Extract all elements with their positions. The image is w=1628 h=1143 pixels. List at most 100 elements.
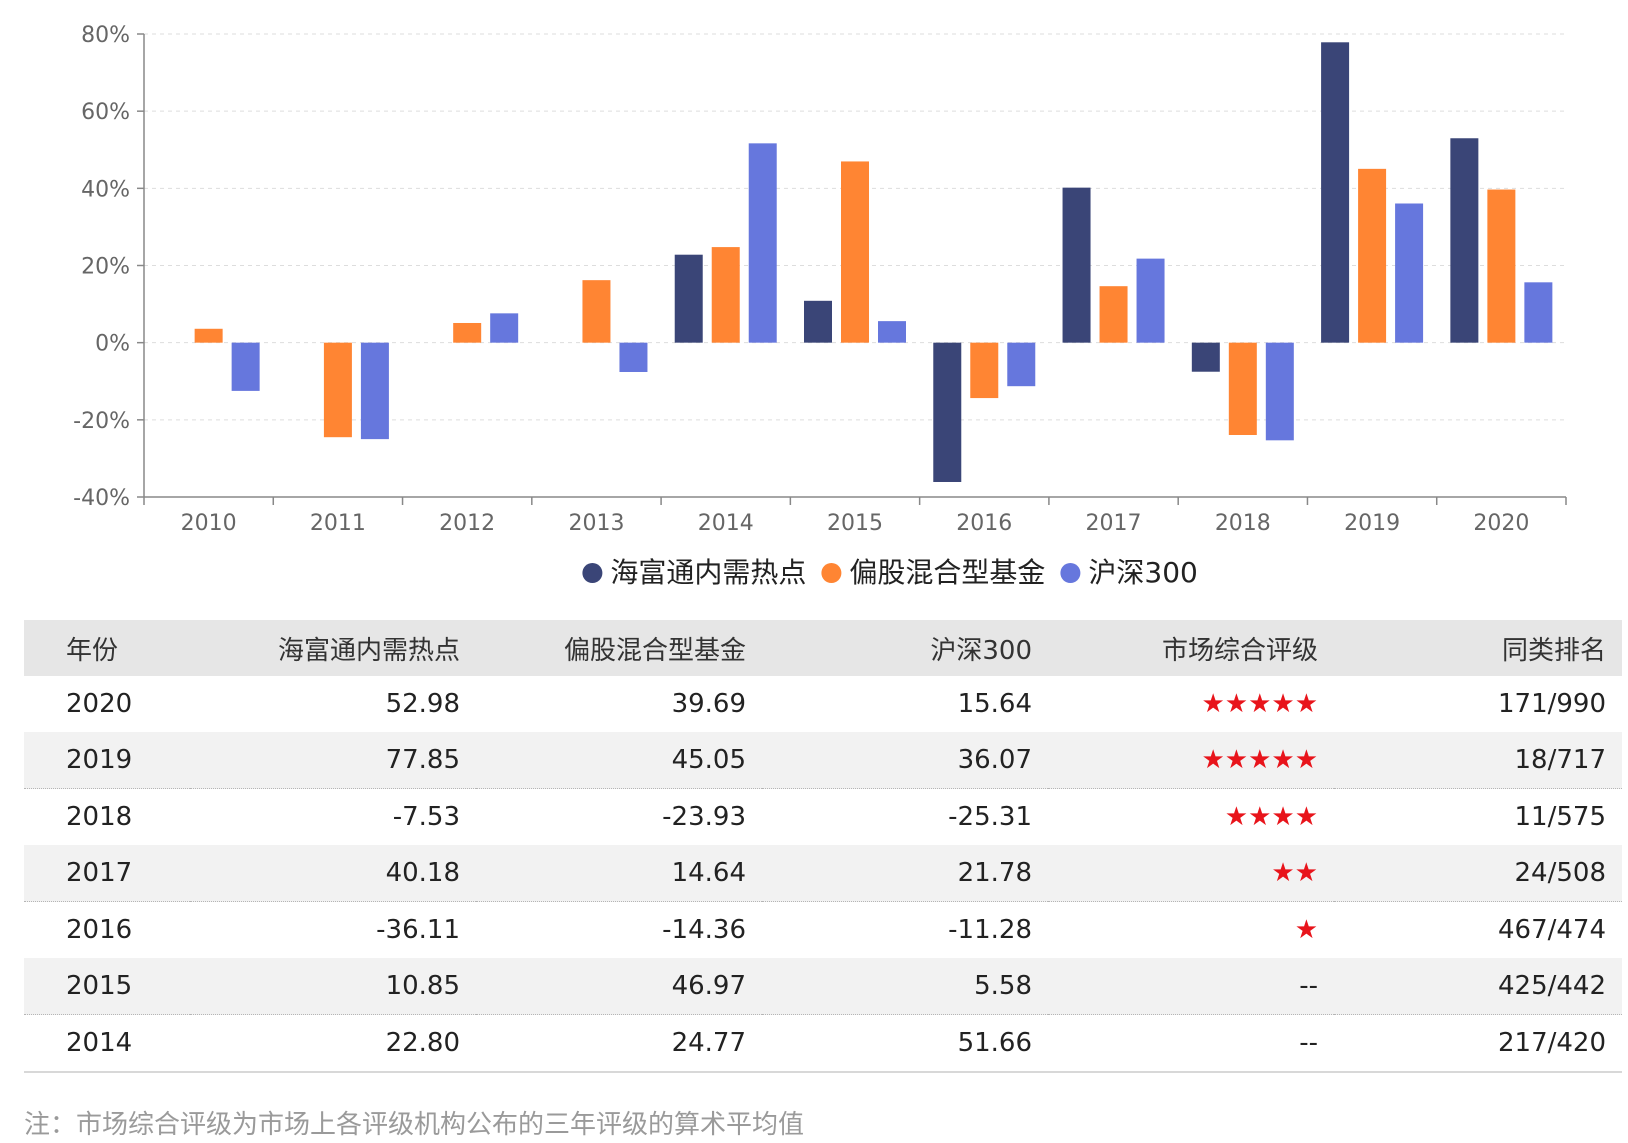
- cell-index: -11.28: [948, 915, 1032, 945]
- bar: [490, 313, 519, 343]
- legend-label: 沪深300: [1088, 556, 1197, 589]
- cell-year: 2017: [24, 845, 190, 902]
- bar: [360, 342, 389, 440]
- bar: [804, 300, 832, 343]
- x-tick-label: 2014: [698, 511, 754, 536]
- table-header: 年份 海富通内需热点 偏股混合型基金 沪深300 市场综合评级 同类排名: [24, 620, 1622, 676]
- header-rank: 同类排名: [1334, 620, 1622, 676]
- table-row: 2015 10.85 46.97 5.58 -- 425/442: [24, 958, 1622, 1015]
- cell-year: 2014: [24, 1014, 190, 1073]
- x-tick-label: 2018: [1215, 511, 1271, 536]
- x-tick-label: 2019: [1344, 511, 1400, 536]
- cell-rank: 425/442: [1334, 958, 1622, 1015]
- cell-rating: ★★★★★: [1201, 689, 1318, 719]
- cell-fund: 10.85: [190, 958, 476, 1015]
- bar: [1321, 42, 1350, 343]
- header-fund: 海富通内需热点: [190, 620, 476, 676]
- bar: [1450, 138, 1479, 343]
- cell-category-avg: 24.77: [476, 1014, 762, 1073]
- x-tick-label: 2013: [568, 511, 624, 536]
- bar: [1007, 342, 1036, 387]
- x-tick-label: 2010: [181, 511, 237, 536]
- bar: [1487, 189, 1516, 343]
- cell-rating: --: [1048, 1014, 1334, 1073]
- cell-index: 21.78: [762, 845, 1048, 902]
- cell-fund: 22.80: [190, 1014, 476, 1073]
- performance-table: 年份 海富通内需热点 偏股混合型基金 沪深300 市场综合评级 同类排名 202…: [24, 620, 1622, 1073]
- bar: [194, 328, 223, 343]
- axes: 80% 60% 40% 20% 0% -20% -40% 2010 2011 2012 2013 20…: [73, 23, 1567, 536]
- cell-rank: 171/990: [1497, 689, 1606, 719]
- x-tick-label: 2017: [1086, 511, 1142, 536]
- cell-rank: 11/575: [1514, 802, 1606, 832]
- cell-index: 15.64: [957, 689, 1032, 719]
- bar: [1191, 342, 1220, 372]
- cell-index: 5.58: [762, 958, 1048, 1015]
- bar: [1228, 342, 1257, 435]
- legend-marker: [582, 563, 603, 583]
- bar: [748, 143, 777, 343]
- legend-label: 海富通内需热点: [610, 556, 806, 589]
- y-tick-label: -40%: [73, 486, 130, 511]
- bar: [1395, 203, 1424, 343]
- header-category-avg: 偏股混合型基金: [476, 620, 762, 676]
- cell-year: 2019: [24, 732, 190, 789]
- cell-fund: -7.53: [392, 802, 460, 832]
- legend-label: 偏股混合型基金: [849, 556, 1045, 589]
- cell-rating: --: [1048, 958, 1334, 1015]
- cell-rating: ★★: [1048, 845, 1334, 902]
- header-index: 沪深300: [762, 620, 1048, 676]
- y-tick-label: 20%: [81, 255, 130, 280]
- bar: [582, 280, 611, 343]
- bar: [878, 321, 906, 343]
- bar: [1524, 282, 1553, 343]
- x-tick-label: 2016: [956, 511, 1012, 536]
- cell-index: -25.31: [948, 802, 1032, 832]
- bar: [453, 322, 482, 343]
- cell-category-avg: -23.93: [662, 802, 746, 832]
- legend-marker: [821, 563, 842, 583]
- x-tick-label: 2012: [439, 511, 495, 536]
- bar: [1265, 342, 1294, 441]
- header-rating: 市场综合评级: [1048, 620, 1334, 676]
- cell-year: 2018: [66, 802, 133, 832]
- x-tick-label: 2020: [1473, 511, 1529, 536]
- cell-fund: -36.11: [376, 915, 460, 945]
- cell-fund: 77.85: [190, 732, 476, 789]
- legend-marker: [1060, 563, 1081, 583]
- cell-category-avg: 39.69: [671, 689, 746, 719]
- bar: [841, 161, 869, 343]
- bar: [231, 342, 260, 391]
- table-row: 2014 22.80 24.77 51.66 -- 217/420: [24, 1014, 1622, 1073]
- cell-category-avg: 45.05: [476, 732, 762, 789]
- bar: [1099, 286, 1128, 343]
- bar: [711, 247, 740, 343]
- bar: [1062, 187, 1091, 343]
- y-tick-label: 80%: [81, 23, 130, 48]
- footnote: 注：市场综合评级为市场上各评级机构公布的三年评级的算术平均值: [24, 1110, 805, 1140]
- cell-category-avg: 14.64: [476, 845, 762, 902]
- table-row: 2016 -36.11 -14.36 -11.28 ★ 467/474: [24, 902, 1622, 959]
- cell-rating: ★: [1294, 915, 1318, 945]
- table-row: 2018 -7.53 -23.93 -25.31 ★★★★ 11/575: [24, 789, 1622, 846]
- cell-fund: 52.98: [385, 689, 460, 719]
- cell-rating: ★★★★★: [1048, 732, 1334, 789]
- x-tick-label: 2015: [827, 511, 883, 536]
- bar: [1358, 168, 1387, 343]
- cell-year: 2015: [24, 958, 190, 1015]
- bar: [323, 342, 352, 438]
- table-row: 2020 52.98 39.69 15.64 ★★★★★ 171/990: [24, 676, 1622, 732]
- bars: [194, 42, 1553, 482]
- table-header-row: 年份 海富通内需热点 偏股混合型基金 沪深300 市场综合评级 同类排名: [24, 620, 1622, 676]
- y-tick-label: 40%: [81, 177, 130, 202]
- cell-category-avg: -14.36: [662, 915, 746, 945]
- cell-year: 2016: [66, 915, 133, 945]
- bar: [933, 342, 962, 482]
- x-tick-label: 2011: [310, 511, 366, 536]
- y-tick-label: -20%: [73, 409, 130, 434]
- cell-rank: 24/508: [1334, 845, 1622, 902]
- cell-index: 51.66: [762, 1014, 1048, 1073]
- cell-index: 36.07: [762, 732, 1048, 789]
- bar-chart: 80% 60% 40% 20% 0% -20% -40% 2010 2011 2012 2013 20…: [73, 23, 1567, 589]
- bar: [674, 254, 703, 343]
